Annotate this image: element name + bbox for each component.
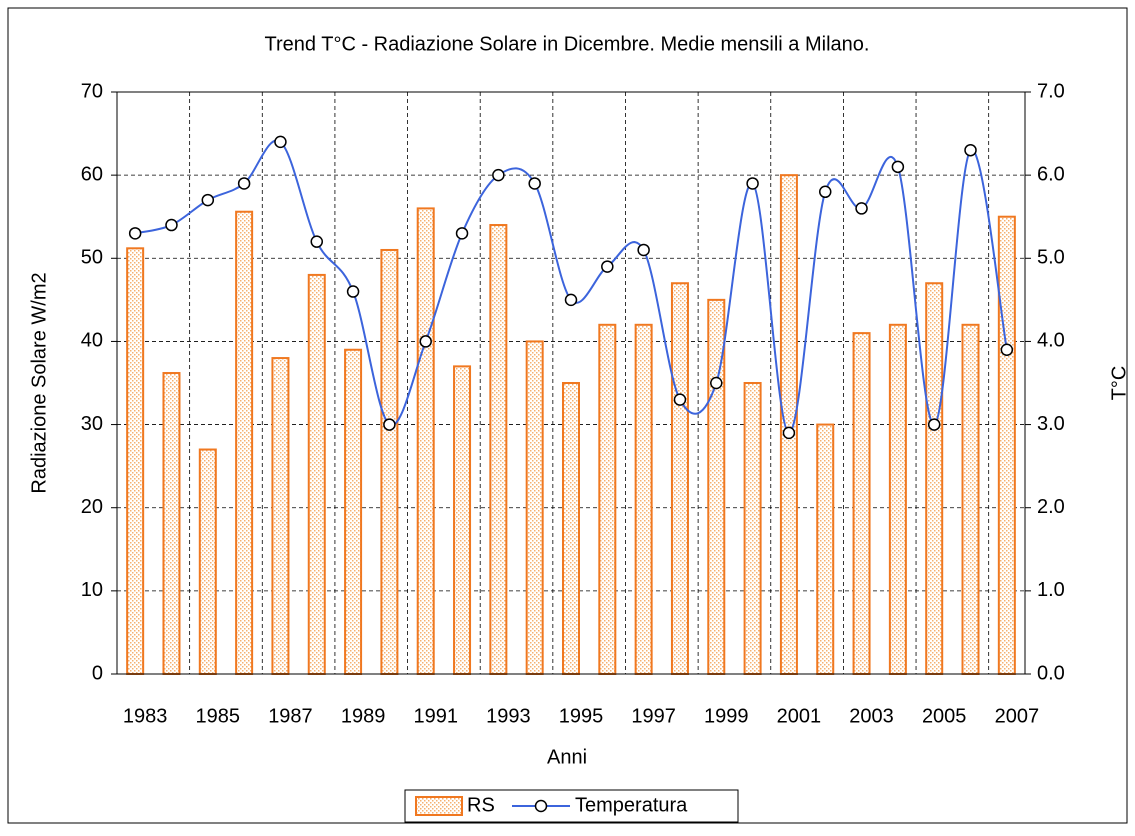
y2-tick-label: 7.0 bbox=[1037, 80, 1065, 102]
bar bbox=[416, 207, 435, 675]
y2-tick-label: 5.0 bbox=[1037, 247, 1065, 269]
y2-tick-label: 4.0 bbox=[1037, 330, 1065, 352]
line-marker bbox=[564, 293, 578, 307]
line-marker bbox=[383, 418, 396, 431]
plot-border bbox=[116, 91, 1026, 675]
legend-swatch bbox=[415, 796, 463, 816]
legend-marker bbox=[534, 799, 548, 813]
x-tick-label: 2005 bbox=[922, 705, 967, 727]
y2-tick-label: 1.0 bbox=[1037, 579, 1065, 601]
line-marker bbox=[855, 202, 868, 215]
bar bbox=[380, 248, 399, 675]
line-marker bbox=[891, 160, 905, 174]
x-tick-label: 1987 bbox=[268, 705, 313, 727]
bar bbox=[670, 282, 689, 675]
y-tick-label: 20 bbox=[81, 496, 103, 518]
x-tick-label: 1991 bbox=[413, 705, 458, 727]
line-marker bbox=[746, 177, 759, 190]
y-axis-label: Radiazione Solare W/m2 bbox=[28, 272, 50, 493]
x-axis-label: Anni bbox=[547, 746, 587, 768]
x-tick-label: 1995 bbox=[559, 705, 604, 727]
chart-title: Trend T°C - Radiazione Solare in Dicembr… bbox=[265, 33, 870, 55]
bar bbox=[453, 365, 472, 675]
bar bbox=[925, 282, 944, 675]
bar bbox=[525, 340, 544, 675]
line-marker bbox=[201, 193, 215, 207]
y-tick-label: 70 bbox=[81, 80, 103, 102]
x-tick-label: 1997 bbox=[631, 705, 676, 727]
x-tick-label: 2001 bbox=[777, 705, 822, 727]
bar bbox=[997, 215, 1016, 675]
bar bbox=[126, 247, 145, 676]
x-tick-label: 2003 bbox=[849, 705, 894, 727]
y2-tick-label: 6.0 bbox=[1037, 163, 1065, 185]
line-marker bbox=[1000, 343, 1014, 356]
line-marker bbox=[673, 393, 687, 406]
y2-axis-label: T°C bbox=[1108, 366, 1130, 401]
line-marker bbox=[310, 235, 324, 248]
line-marker bbox=[601, 260, 614, 273]
y-tick-label: 30 bbox=[81, 413, 103, 435]
bar bbox=[779, 174, 798, 675]
x-tick-label: 1985 bbox=[196, 705, 241, 727]
line-marker bbox=[237, 177, 251, 190]
bar bbox=[489, 224, 508, 675]
legend-label: Temperatura bbox=[575, 794, 688, 816]
line-marker bbox=[710, 376, 723, 390]
y2-tick-label: 3.0 bbox=[1037, 413, 1065, 435]
x-tick-label: 2007 bbox=[995, 705, 1040, 727]
y2-tick-label: 0.0 bbox=[1037, 662, 1065, 684]
line-marker bbox=[927, 418, 941, 431]
bar bbox=[634, 323, 653, 675]
y2-tick-label: 2.0 bbox=[1037, 496, 1065, 518]
y-tick-label: 40 bbox=[81, 330, 103, 352]
line-marker bbox=[419, 335, 432, 348]
bar bbox=[743, 382, 762, 675]
bar bbox=[198, 448, 217, 675]
line-marker bbox=[782, 426, 796, 440]
bar bbox=[307, 273, 326, 675]
bar bbox=[162, 372, 181, 675]
x-tick-label: 1993 bbox=[486, 705, 531, 727]
line-marker bbox=[165, 218, 178, 232]
line-marker bbox=[528, 177, 541, 190]
y-tick-label: 60 bbox=[81, 163, 103, 185]
bar bbox=[961, 323, 980, 675]
legend-label: RS bbox=[467, 794, 495, 816]
line-marker bbox=[346, 285, 360, 298]
y-tick-label: 0 bbox=[92, 662, 103, 684]
bar bbox=[344, 348, 363, 675]
bar bbox=[598, 323, 617, 675]
line-marker bbox=[128, 227, 142, 240]
bar bbox=[235, 210, 254, 675]
line-marker bbox=[637, 243, 650, 257]
bar bbox=[271, 357, 290, 675]
line-marker bbox=[964, 143, 977, 157]
y-tick-label: 50 bbox=[81, 247, 103, 269]
bar bbox=[888, 323, 907, 675]
bar bbox=[816, 423, 835, 676]
line-marker bbox=[455, 227, 469, 240]
x-tick-label: 1983 bbox=[123, 705, 168, 727]
line-marker bbox=[492, 168, 505, 182]
bar bbox=[852, 332, 871, 675]
x-tick-label: 1989 bbox=[341, 705, 386, 727]
y-tick-label: 10 bbox=[81, 579, 103, 601]
line-marker bbox=[274, 135, 287, 149]
bar bbox=[562, 382, 580, 675]
line-marker bbox=[818, 185, 832, 199]
x-tick-label: 1999 bbox=[704, 705, 749, 727]
